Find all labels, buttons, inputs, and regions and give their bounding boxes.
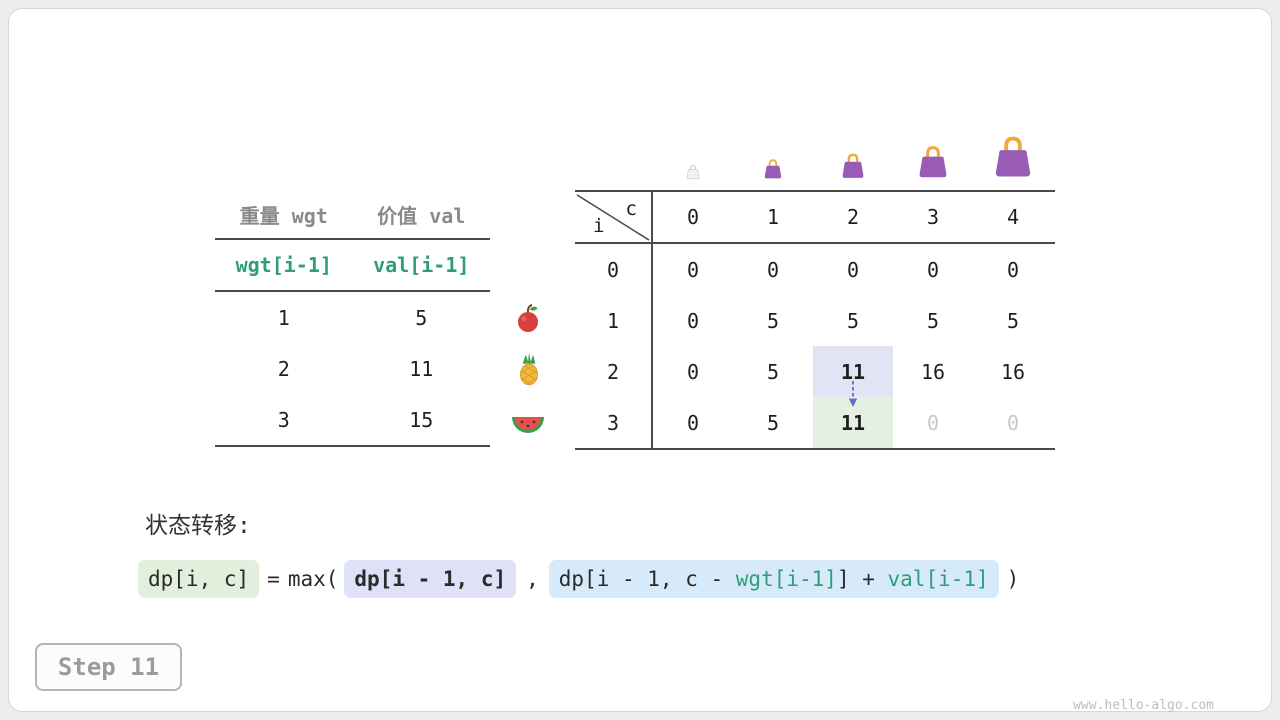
dp-header-row: c i 0 1 2 3 4 xyxy=(575,192,1055,244)
dp-cell: 5 xyxy=(846,308,860,333)
item-value: 15 xyxy=(409,407,434,432)
dp-cell: 0 xyxy=(846,257,860,282)
weights-formula-val: val[i-1] xyxy=(373,253,470,277)
weights-header-val: 价值 val xyxy=(377,203,466,228)
dp-cell: 0 xyxy=(926,257,940,282)
dp-cell-pending: 0 xyxy=(1006,410,1020,435)
dp-cell: 16 xyxy=(920,359,946,384)
formula-lhs: dp[i, c] xyxy=(138,560,260,598)
dp-row-3: 3 0 5 11 0 0 xyxy=(575,397,1055,448)
transition-arrow-icon xyxy=(848,381,858,407)
weights-formula-row: wgt[i-1] val[i-1] xyxy=(215,240,490,292)
weights-row-2: 2 11 xyxy=(215,343,490,394)
formula-arg2: dp[i - 1, c - wgt[i-1]] + val[i-1] xyxy=(548,560,999,598)
dp-row-label: 1 xyxy=(575,295,653,346)
weights-header-row: 重量 wgt 价值 val xyxy=(215,190,490,240)
bag-icon-4 xyxy=(973,134,1053,180)
weights-formula-wgt: wgt[i-1] xyxy=(235,253,332,277)
formula-arg2-wgt: wgt[i-1] xyxy=(735,567,837,591)
step-badge: Step 11 xyxy=(35,643,182,691)
dp-cell: 16 xyxy=(1000,359,1026,384)
dp-cell: 0 xyxy=(686,308,700,333)
dp-table: c i 0 1 2 3 4 0 0 0 0 0 0 1 0 5 5 5 5 2 … xyxy=(575,190,1055,450)
dp-col-header: 4 xyxy=(1006,205,1020,229)
dp-cell: 0 xyxy=(1006,257,1020,282)
formula-arg1: dp[i - 1, c] xyxy=(344,560,517,598)
dp-cell: 5 xyxy=(766,308,780,333)
dp-col-header: 3 xyxy=(926,205,940,229)
weight-value: 3 xyxy=(277,407,290,432)
state-transition-label: 状态转移: xyxy=(145,513,251,539)
weights-row-3: 3 15 xyxy=(215,394,490,445)
dp-row-label: 0 xyxy=(575,244,653,295)
capacity-bags xyxy=(575,110,1055,184)
formula-max-open: max( xyxy=(287,567,339,591)
item-value: 5 xyxy=(415,305,428,330)
dp-cell: 0 xyxy=(686,359,700,384)
dp-cell: 5 xyxy=(766,410,780,435)
item-value: 11 xyxy=(409,356,434,381)
bag-icon-1 xyxy=(733,158,813,180)
dp-row-1: 1 0 5 5 5 5 xyxy=(575,295,1055,346)
dp-cell: 0 xyxy=(686,410,700,435)
formula-arg2-val: val[i-1] xyxy=(887,567,989,591)
weights-header-wgt: 重量 wgt xyxy=(239,203,328,228)
dp-cell: 0 xyxy=(766,257,780,282)
dp-row-0: 0 0 0 0 0 0 xyxy=(575,244,1055,295)
corner-diagonal xyxy=(576,194,650,241)
dp-cell: 0 xyxy=(686,257,700,282)
bag-icon-2 xyxy=(813,152,893,180)
dp-col-header: 0 xyxy=(686,205,700,229)
dp-cell-pending: 0 xyxy=(926,410,940,435)
pineapple-icon xyxy=(511,351,547,391)
bag-icon-0 xyxy=(653,164,733,180)
watermark: www.hello-algo.com xyxy=(1073,698,1214,713)
formula-comma: , xyxy=(526,567,539,591)
weights-table: 重量 wgt 价值 val wgt[i-1] val[i-1] 1 5 2 11… xyxy=(215,190,490,447)
dp-row-label: 3 xyxy=(575,397,653,448)
dp-row-label: 2 xyxy=(575,346,653,397)
dp-col-header: 2 xyxy=(846,205,860,229)
watermelon-icon xyxy=(508,401,548,445)
corner-col-var: c xyxy=(625,198,637,220)
apple-icon xyxy=(512,302,544,338)
formula-arg2-prefix: dp[i - 1, c - xyxy=(558,567,736,591)
dp-cell: 5 xyxy=(1006,308,1020,333)
dp-cell: 5 xyxy=(766,359,780,384)
dp-row-2: 2 0 5 11 16 16 xyxy=(575,346,1055,397)
weights-row-1: 1 5 xyxy=(215,292,490,343)
weight-value: 1 xyxy=(277,305,290,330)
dp-col-header: 1 xyxy=(766,205,780,229)
formula-equals: = xyxy=(267,567,280,591)
weight-value: 2 xyxy=(277,356,290,381)
formula-close-paren: ) xyxy=(1006,567,1020,591)
formula-arg2-mid: ] + xyxy=(836,567,888,591)
transition-formula: dp[i, c] = max( dp[i - 1, c] , dp[i - 1,… xyxy=(138,560,1019,598)
dp-cell: 5 xyxy=(926,308,940,333)
corner-row-var: i xyxy=(593,215,605,237)
dp-corner-cell: c i xyxy=(575,192,653,242)
bag-icon-3 xyxy=(893,144,973,180)
